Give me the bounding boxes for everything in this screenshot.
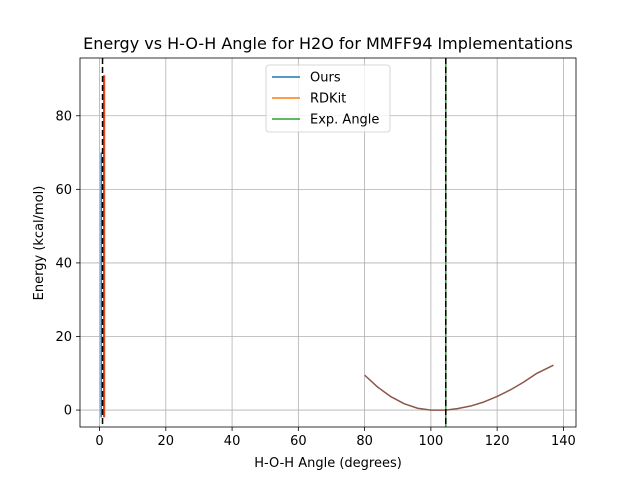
y-tick-label: 80 [55,109,72,124]
y-tick-label: 40 [55,256,72,271]
unlabeled-series-line-1 [364,364,554,411]
chart-title: Energy vs H-O-H Angle for H2O for MMFF94… [83,34,573,53]
x-tick-label: 60 [290,434,307,449]
y-axis-label: Energy (kcal/mol) [32,186,47,301]
x-tick-label: 0 [95,434,103,449]
y-tick-label: 60 [55,183,72,198]
y-tick-label: 20 [55,330,72,345]
x-tick-label: 20 [158,434,175,449]
legend-box [265,64,391,133]
x-tick-label: 100 [418,434,443,449]
y-tick-label: 0 [64,404,72,419]
x-tick-label: 140 [551,434,576,449]
x-tick-label: 40 [224,434,241,449]
legend-label: RDKit [310,92,346,107]
legend: Ours RDKit Exp. Angle [265,64,391,133]
reference-lines [101,58,447,427]
ticks: 0 20 40 60 80 100 120 140 0 20 40 60 80 [55,109,575,449]
plot-frame [79,57,577,428]
grid [80,58,576,427]
legend-label: Exp. Angle [310,113,379,128]
legend-label: Ours [310,71,341,86]
x-tick-label: 120 [485,434,510,449]
x-tick-label: 80 [356,434,373,449]
x-axis-label: H-O-H Angle (degrees) [254,456,402,471]
